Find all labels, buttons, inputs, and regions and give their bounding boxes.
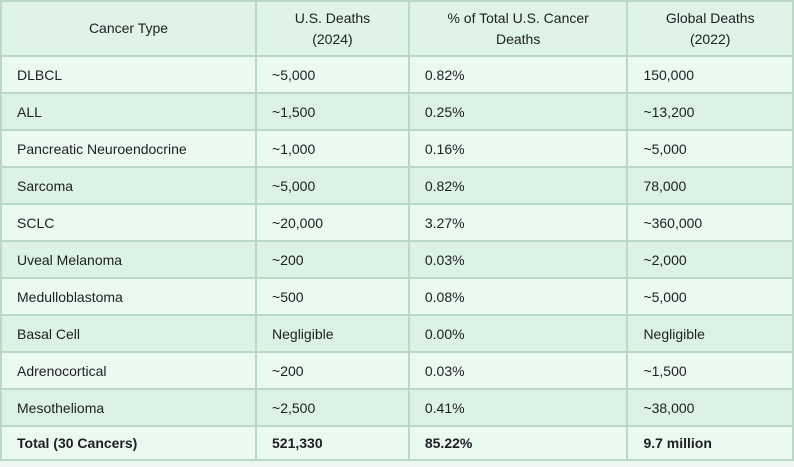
cell-cancer-type: Medulloblastoma — [0, 277, 258, 316]
cell-global-deaths: Negligible — [626, 314, 794, 353]
cell-global-deaths: ~5,000 — [626, 129, 794, 168]
cell-cancer-type: Uveal Melanoma — [0, 240, 258, 279]
table-row: Mesothelioma ~2,500 0.41% ~38,000 — [0, 388, 794, 427]
cell-percent-total: 0.08% — [407, 277, 629, 316]
cell-global-deaths: ~2,000 — [626, 240, 794, 279]
cell-percent-total: 0.41% — [407, 388, 629, 427]
cell-cancer-type: Basal Cell — [0, 314, 258, 353]
cell-percent-total: 0.03% — [407, 351, 629, 390]
cell-us-deaths: Negligible — [255, 314, 410, 353]
cell-percent-total: 0.25% — [407, 92, 629, 131]
table-row: Uveal Melanoma ~200 0.03% ~2,000 — [0, 240, 794, 279]
cell-cancer-type: SCLC — [0, 203, 258, 242]
column-header-cancer-type: Cancer Type — [0, 0, 258, 57]
cell-us-deaths: ~500 — [255, 277, 410, 316]
cell-us-deaths: ~200 — [255, 240, 410, 279]
cell-us-deaths: ~200 — [255, 351, 410, 390]
cell-global-deaths: ~13,200 — [626, 92, 794, 131]
table-row: ALL ~1,500 0.25% ~13,200 — [0, 92, 794, 131]
table-row: DLBCL ~5,000 0.82% 150,000 — [0, 55, 794, 94]
table-header-row: Cancer Type U.S. Deaths (2024) % of Tota… — [0, 0, 794, 57]
cell-global-deaths: ~1,500 — [626, 351, 794, 390]
cell-percent-total: 3.27% — [407, 203, 629, 242]
cell-cancer-type: Adrenocortical — [0, 351, 258, 390]
cell-total-label: Total (30 Cancers) — [0, 425, 258, 461]
cell-percent-total: 0.00% — [407, 314, 629, 353]
cell-total-us-deaths: 521,330 — [255, 425, 410, 461]
cell-us-deaths: ~1,500 — [255, 92, 410, 131]
table-row: Basal Cell Negligible 0.00% Negligible — [0, 314, 794, 353]
cell-total-global-deaths: 9.7 million — [626, 425, 794, 461]
cell-us-deaths: ~5,000 — [255, 55, 410, 94]
cell-global-deaths: 78,000 — [626, 166, 794, 205]
cell-cancer-type: ALL — [0, 92, 258, 131]
cell-cancer-type: DLBCL — [0, 55, 258, 94]
cell-us-deaths: ~2,500 — [255, 388, 410, 427]
column-header-percent-total: % of Total U.S. Cancer Deaths — [407, 0, 629, 57]
table-row: Pancreatic Neuroendocrine ~1,000 0.16% ~… — [0, 129, 794, 168]
cell-global-deaths: ~360,000 — [626, 203, 794, 242]
table-row: SCLC ~20,000 3.27% ~360,000 — [0, 203, 794, 242]
table-row: Adrenocortical ~200 0.03% ~1,500 — [0, 351, 794, 390]
cell-us-deaths: ~5,000 — [255, 166, 410, 205]
cell-percent-total: 0.82% — [407, 166, 629, 205]
table-row: Medulloblastoma ~500 0.08% ~5,000 — [0, 277, 794, 316]
cell-percent-total: 0.16% — [407, 129, 629, 168]
cell-cancer-type: Mesothelioma — [0, 388, 258, 427]
cell-percent-total: 0.82% — [407, 55, 629, 94]
table-total-row: Total (30 Cancers) 521,330 85.22% 9.7 mi… — [0, 425, 794, 461]
cell-percent-total: 0.03% — [407, 240, 629, 279]
cell-cancer-type: Pancreatic Neuroendocrine — [0, 129, 258, 168]
cell-global-deaths: ~38,000 — [626, 388, 794, 427]
column-header-us-deaths: U.S. Deaths (2024) — [255, 0, 410, 57]
cell-us-deaths: ~20,000 — [255, 203, 410, 242]
table-row: Sarcoma ~5,000 0.82% 78,000 — [0, 166, 794, 205]
cell-total-percent: 85.22% — [407, 425, 629, 461]
cell-cancer-type: Sarcoma — [0, 166, 258, 205]
column-header-global-deaths: Global Deaths (2022) — [626, 0, 794, 57]
cell-global-deaths: 150,000 — [626, 55, 794, 94]
cell-us-deaths: ~1,000 — [255, 129, 410, 168]
cell-global-deaths: ~5,000 — [626, 277, 794, 316]
